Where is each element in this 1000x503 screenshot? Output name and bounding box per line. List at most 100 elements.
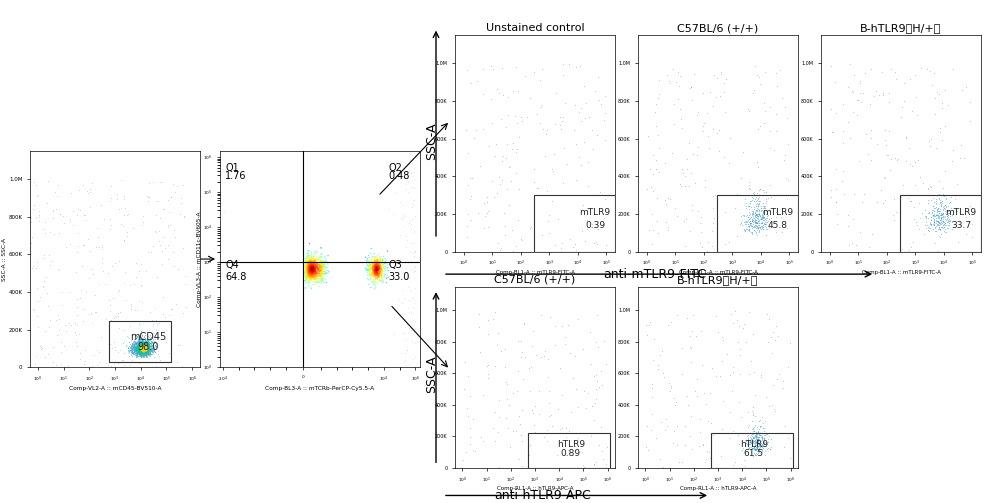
Point: [307, 257, 323, 265]
Point: [588, 371, 604, 379]
Point: [309, 261, 325, 269]
Point: [130, 345, 146, 353]
Point: [307, 261, 323, 269]
Point: [306, 255, 322, 263]
Point: [780, 140, 796, 148]
Point: [134, 346, 150, 354]
Point: [308, 260, 324, 268]
Point: [135, 347, 151, 355]
Point: [91, 280, 107, 288]
Text: 0.48: 0.48: [389, 172, 410, 182]
Point: [130, 347, 146, 355]
Point: [693, 228, 709, 236]
Point: [308, 260, 324, 268]
Point: [568, 176, 584, 184]
Point: [749, 445, 765, 453]
Point: [311, 268, 327, 276]
Point: [128, 259, 144, 267]
Point: [505, 389, 521, 397]
Point: [756, 209, 772, 217]
Point: [369, 256, 385, 264]
Point: [142, 345, 158, 353]
Point: [373, 271, 389, 279]
Point: [130, 346, 146, 354]
Point: [370, 270, 386, 278]
Point: [84, 362, 100, 370]
Point: [475, 90, 491, 98]
Point: [133, 335, 149, 343]
Point: [141, 345, 157, 353]
Point: [307, 267, 323, 275]
Point: [134, 350, 150, 358]
Point: [130, 341, 146, 349]
Point: [747, 218, 763, 226]
Point: [144, 338, 160, 346]
Point: [359, 261, 375, 269]
Point: [308, 258, 324, 266]
Point: [137, 345, 153, 353]
Point: [756, 435, 772, 443]
Point: [103, 182, 119, 190]
Point: [754, 433, 770, 441]
Point: [134, 344, 150, 352]
Point: [462, 392, 478, 400]
Point: [367, 270, 383, 278]
Point: [309, 270, 325, 278]
Point: [740, 439, 756, 447]
Point: [749, 437, 765, 445]
Point: [135, 346, 151, 354]
Point: [138, 341, 154, 349]
Point: [129, 345, 145, 353]
Point: [373, 269, 389, 277]
Point: [133, 343, 149, 351]
Point: [746, 203, 762, 211]
Point: [130, 346, 146, 354]
Point: [138, 347, 154, 355]
Point: [300, 257, 316, 265]
Point: [107, 312, 123, 320]
Point: [933, 218, 949, 226]
Point: [764, 400, 780, 408]
Point: [935, 184, 951, 192]
Point: [313, 276, 329, 284]
Point: [140, 346, 156, 354]
Point: [135, 341, 151, 349]
Point: [125, 344, 141, 352]
Point: [367, 257, 383, 265]
Point: [45, 358, 61, 366]
Point: [309, 260, 325, 268]
Point: [711, 126, 727, 134]
Point: [300, 257, 316, 265]
Point: [123, 337, 139, 345]
Point: [127, 344, 143, 352]
Point: [135, 334, 151, 343]
Point: [316, 270, 332, 278]
Point: [303, 261, 319, 269]
Point: [297, 264, 313, 272]
Point: [930, 204, 946, 212]
Point: [757, 431, 773, 439]
Point: [748, 441, 764, 449]
Point: [864, 230, 880, 238]
Point: [591, 441, 607, 449]
Point: [304, 258, 320, 266]
Point: [137, 346, 153, 354]
Point: [127, 351, 143, 359]
Point: [137, 342, 153, 350]
Point: [750, 125, 766, 133]
Point: [175, 244, 191, 252]
Point: [927, 110, 943, 118]
Point: [754, 433, 770, 441]
Point: [129, 344, 145, 352]
Point: [307, 281, 323, 289]
Point: [133, 347, 149, 355]
Point: [138, 337, 154, 345]
Point: [304, 262, 320, 270]
Point: [144, 350, 160, 358]
Point: [309, 262, 325, 270]
Point: [137, 344, 153, 352]
Point: [367, 256, 383, 264]
Point: [924, 208, 940, 216]
Point: [134, 348, 150, 356]
Point: [856, 191, 872, 199]
